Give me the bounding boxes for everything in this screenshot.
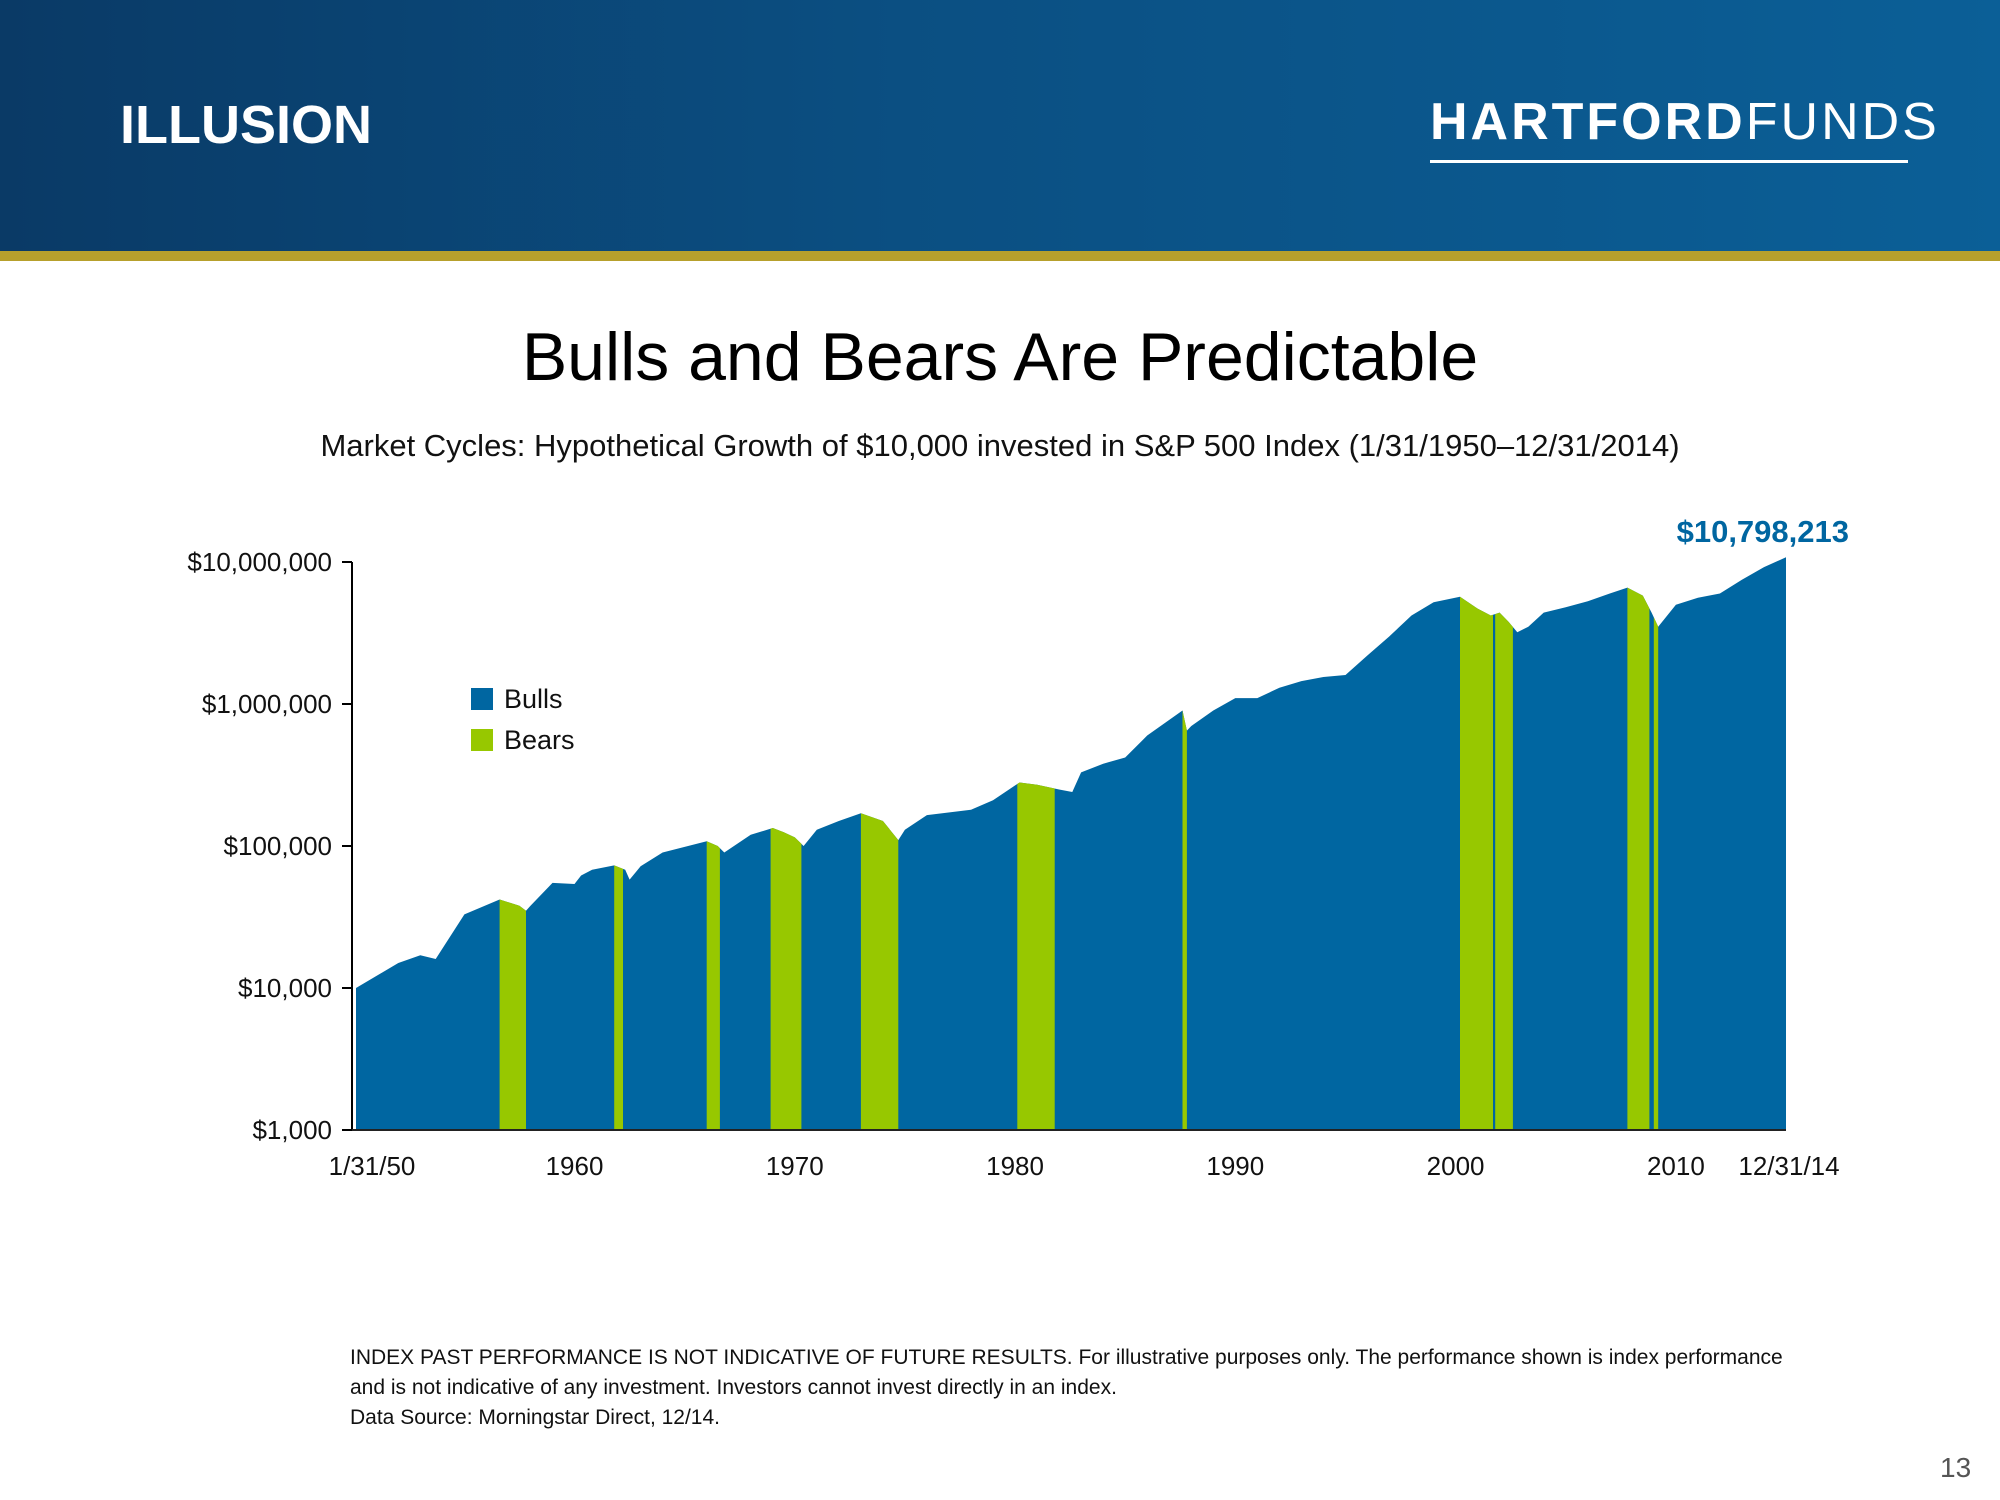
disclaimer-line-2: and is not indicative of any investment.… xyxy=(350,1376,1117,1399)
bear-period-6 xyxy=(1017,782,1055,1130)
annotation-layer: $10,798,213 xyxy=(1677,514,1849,549)
bears-area-layer xyxy=(499,587,1659,1130)
x-tick-label: 1970 xyxy=(766,1151,824,1181)
page-number: 13 xyxy=(1940,1452,1972,1483)
x-tick-label: 2010 xyxy=(1647,1151,1705,1181)
bulls-area xyxy=(356,557,1786,1130)
x-tick-label: 12/31/14 xyxy=(1738,1151,1839,1181)
legend-swatch-bears xyxy=(471,729,493,751)
hartford-funds-logo: HARTFORDFUNDS xyxy=(1430,92,1937,163)
disclaimer-line-3: Data Source: Morningstar Direct, 12/14. xyxy=(350,1406,721,1429)
logo-light-text: FUNDS xyxy=(1745,93,1940,151)
bulls-area-layer xyxy=(356,557,1786,1130)
logo-underline xyxy=(1430,160,1908,163)
x-tick-label: 1980 xyxy=(986,1151,1044,1181)
x-tick-label: 1960 xyxy=(546,1151,604,1181)
legend-label-bears: Bears xyxy=(504,725,575,755)
header-bar xyxy=(0,0,2000,251)
bear-period-4 xyxy=(770,828,802,1130)
bear-period-7 xyxy=(1182,710,1187,1130)
disclaimer-line-1: INDEX PAST PERFORMANCE IS NOT INDICATIVE… xyxy=(350,1346,1783,1369)
chart-subtitle: Market Cycles: Hypothetical Growth of $1… xyxy=(320,428,1680,463)
y-tick-label: $10,000,000 xyxy=(187,547,332,577)
legend-swatch-bulls xyxy=(471,688,493,710)
header-rule xyxy=(0,251,2000,261)
x-tick-label: 2000 xyxy=(1427,1151,1485,1181)
legend: Bulls Bears xyxy=(471,684,575,755)
chart-title: Bulls and Bears Are Predictable xyxy=(521,319,1479,395)
x-tick-label: 1990 xyxy=(1206,1151,1264,1181)
bear-period-11 xyxy=(1653,617,1659,1130)
y-tick-label: $10,000 xyxy=(238,973,332,1003)
y-tick-label: $100,000 xyxy=(224,831,332,861)
axes-layer: $10,000,000 $1,000,000 $100,000 $10,000 $1,0… xyxy=(187,547,1839,1181)
bear-period-2 xyxy=(614,865,623,1130)
y-tick-label: $1,000 xyxy=(252,1115,332,1145)
disclaimer: INDEX PAST PERFORMANCE IS NOT INDICATIVE… xyxy=(350,1343,1850,1433)
bear-period-5 xyxy=(860,813,899,1130)
section-label: ILLUSION xyxy=(120,95,372,155)
bear-period-9 xyxy=(1495,612,1513,1130)
final-value-label: $10,798,213 xyxy=(1677,514,1849,549)
bear-period-1 xyxy=(499,899,526,1130)
bear-period-10 xyxy=(1627,587,1650,1130)
bear-period-8 xyxy=(1460,596,1493,1130)
legend-label-bulls: Bulls xyxy=(504,684,563,714)
x-tick-label: 1/31/50 xyxy=(329,1151,416,1181)
bear-period-3 xyxy=(706,841,720,1130)
logo-wordmark: HARTFORDFUNDS xyxy=(1430,92,1937,152)
y-tick-label: $1,000,000 xyxy=(202,689,332,719)
logo-bold-text: HARTFORD xyxy=(1430,93,1746,151)
